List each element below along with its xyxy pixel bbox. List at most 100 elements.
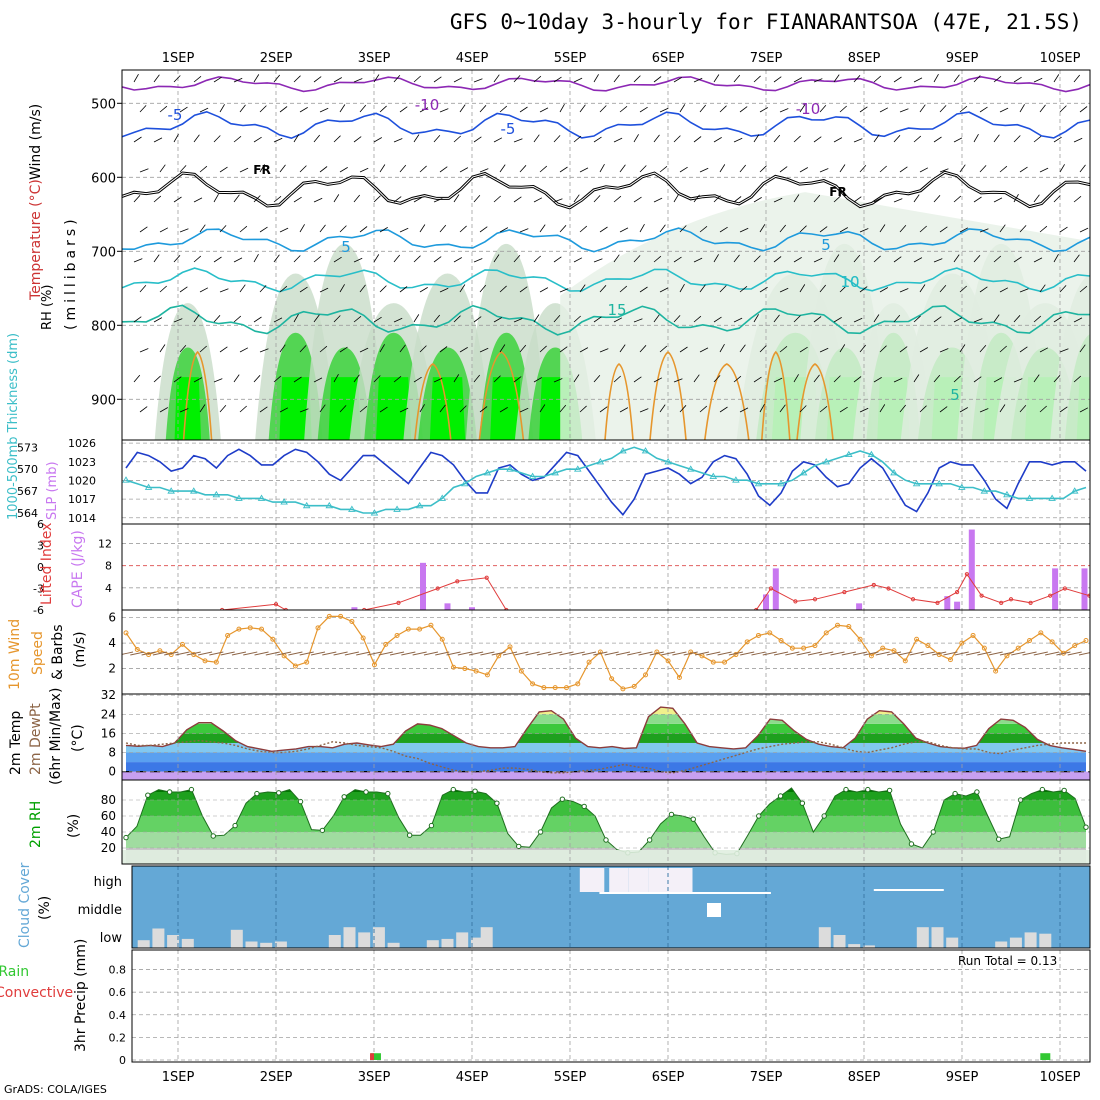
wind-speed-marker bbox=[326, 613, 332, 619]
wind-barb bbox=[459, 104, 466, 113]
wind-barb bbox=[339, 104, 346, 113]
precip-label-b: Convective bbox=[0, 985, 73, 1001]
wind-barb bbox=[579, 167, 589, 173]
wind-speed-marker bbox=[710, 659, 716, 665]
thickness-marker bbox=[1003, 490, 1011, 498]
cape-li-panel: 12 8 4 6 3 0 -3 -6 bbox=[33, 518, 1091, 617]
rh-marker bbox=[494, 800, 500, 806]
wind-barb bbox=[879, 224, 886, 233]
low-cloud-bar bbox=[137, 940, 150, 948]
cape-tick: 4 bbox=[105, 582, 112, 595]
wind-barb bbox=[333, 194, 340, 203]
wind-barb bbox=[179, 228, 189, 233]
temp-band bbox=[126, 752, 1086, 763]
wind-barb bbox=[1053, 195, 1061, 203]
day-label-bottom: 10SEP bbox=[1040, 1070, 1081, 1085]
rh-marker bbox=[472, 788, 478, 794]
wind-speed-marker bbox=[157, 648, 163, 654]
wind-barb bbox=[473, 316, 482, 323]
precip-tick: 0.6 bbox=[109, 986, 127, 999]
wind-barb bbox=[839, 406, 848, 413]
wind-barb bbox=[213, 256, 222, 263]
wind-barb bbox=[793, 135, 801, 143]
wind-barb bbox=[1013, 256, 1022, 263]
wind-barb-10m bbox=[1033, 651, 1048, 656]
wind-barb bbox=[533, 75, 542, 83]
wind-speed-marker bbox=[586, 659, 592, 665]
wind-barb bbox=[1039, 284, 1046, 293]
wind-barb-10m bbox=[265, 651, 280, 656]
wind-barb bbox=[913, 194, 920, 203]
wind-barb-10m bbox=[627, 651, 642, 656]
wind-barb-10m bbox=[796, 651, 811, 656]
wind-barb bbox=[373, 375, 381, 383]
wind-barb bbox=[733, 317, 743, 323]
wind-barb bbox=[479, 105, 487, 113]
wind-speed-marker bbox=[236, 626, 242, 632]
wind-barb bbox=[1073, 137, 1083, 143]
day-label-top: 9SEP bbox=[946, 51, 979, 66]
wind-barb bbox=[413, 75, 421, 83]
thickness-marker bbox=[799, 468, 808, 476]
temp-band bbox=[122, 690, 1090, 704]
li-marker bbox=[842, 589, 847, 595]
wind-barb bbox=[699, 405, 708, 413]
wind-barb bbox=[179, 165, 187, 173]
wind-barb bbox=[919, 284, 926, 293]
rh-tick: 60 bbox=[101, 809, 116, 823]
thickness-marker bbox=[528, 472, 537, 479]
wind-barb bbox=[993, 255, 1002, 263]
wind-barb bbox=[413, 197, 422, 203]
wind-barb-10m bbox=[875, 651, 890, 656]
precip-grid bbox=[132, 950, 1090, 1062]
wind-barb bbox=[439, 287, 449, 293]
cloud-level-label: low bbox=[100, 931, 123, 946]
wind-barb bbox=[773, 377, 783, 383]
rh-marker bbox=[276, 790, 282, 796]
wind-barb bbox=[419, 404, 425, 413]
wind-barb bbox=[359, 104, 367, 113]
wind-barb bbox=[379, 406, 388, 413]
rh-marker bbox=[210, 833, 216, 839]
slp-tick: 1026 bbox=[68, 437, 96, 450]
wind-barb bbox=[1019, 166, 1028, 173]
li-line bbox=[755, 573, 1090, 610]
wind-barb bbox=[799, 405, 807, 413]
wind-barb bbox=[213, 194, 219, 203]
wind-barb bbox=[513, 196, 522, 203]
wind-barb bbox=[439, 346, 448, 353]
wind-barb bbox=[499, 344, 506, 353]
thickness-marker bbox=[551, 468, 559, 476]
wind-barb bbox=[419, 165, 427, 173]
rh-tick: 20 bbox=[101, 841, 116, 855]
rh-marker bbox=[1083, 824, 1089, 830]
wind-barb bbox=[353, 194, 361, 203]
contour-label: -5 bbox=[501, 120, 516, 138]
wind-barb-10m bbox=[559, 651, 574, 656]
rh-marker bbox=[166, 789, 173, 795]
wind-barb bbox=[893, 256, 902, 263]
wind-barb bbox=[793, 315, 801, 323]
wind-barb bbox=[593, 74, 599, 83]
thickness-tick: 573 bbox=[17, 441, 38, 454]
wind-barb-10m bbox=[186, 651, 201, 656]
wind-barb bbox=[993, 75, 1002, 83]
wind-barb bbox=[493, 137, 503, 143]
slp-thickness-lines bbox=[122, 446, 1087, 516]
thickness-marker bbox=[302, 501, 311, 509]
cloud-frame bbox=[131, 865, 1091, 949]
low-cloud-bar bbox=[1024, 932, 1037, 948]
wind-barb-10m bbox=[254, 651, 269, 656]
wind-barb bbox=[339, 405, 347, 413]
wind-barb-10m bbox=[130, 651, 145, 656]
thickness-marker bbox=[122, 476, 130, 483]
cape-bar bbox=[856, 603, 863, 610]
wind-barb bbox=[433, 198, 443, 203]
wind-barb bbox=[413, 376, 422, 383]
wind-barb bbox=[539, 287, 549, 293]
wind-barb bbox=[299, 286, 308, 293]
wind-barb bbox=[933, 316, 942, 323]
rh-marker bbox=[516, 843, 522, 850]
wind-barb bbox=[699, 225, 708, 233]
wind-barb bbox=[1033, 135, 1042, 143]
